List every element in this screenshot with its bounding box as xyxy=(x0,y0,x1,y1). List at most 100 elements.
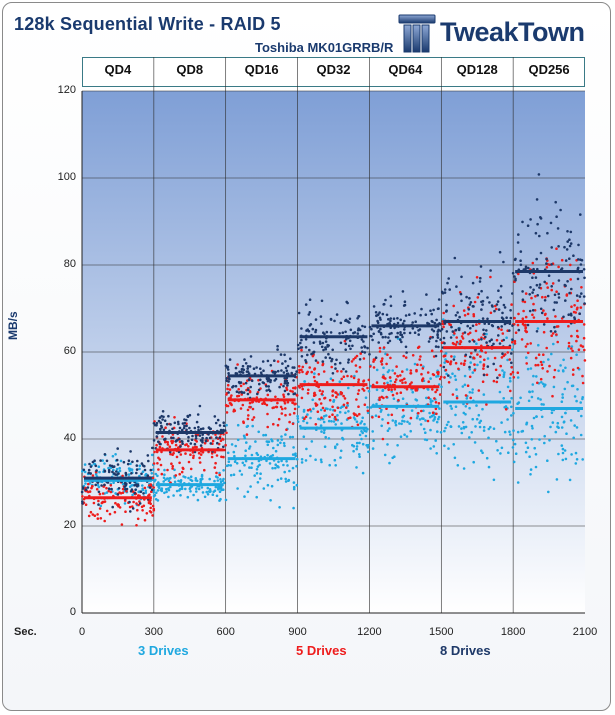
data-point xyxy=(482,363,486,366)
data-point xyxy=(569,278,572,281)
data-point xyxy=(284,407,287,410)
data-point xyxy=(550,352,553,356)
data-point xyxy=(442,325,445,329)
data-point xyxy=(150,453,154,457)
data-point xyxy=(285,460,288,463)
data-point xyxy=(181,422,185,425)
data-point xyxy=(292,392,296,396)
data-point xyxy=(466,384,470,388)
data-point xyxy=(576,335,580,339)
data-point xyxy=(314,359,318,362)
data-point xyxy=(396,321,400,325)
data-point xyxy=(264,433,268,437)
data-point xyxy=(371,447,375,450)
data-point xyxy=(476,363,479,367)
data-point xyxy=(171,464,174,468)
data-point xyxy=(242,391,246,394)
data-point xyxy=(239,384,243,388)
data-point xyxy=(485,341,488,344)
data-point xyxy=(510,414,513,417)
data-point xyxy=(165,490,168,494)
data-point xyxy=(509,316,513,320)
data-point xyxy=(576,266,580,270)
data-point xyxy=(226,368,230,371)
data-point xyxy=(468,406,471,410)
data-point xyxy=(402,304,406,307)
data-point xyxy=(162,428,166,432)
data-point xyxy=(398,422,401,425)
data-point xyxy=(367,450,370,454)
data-point xyxy=(403,331,406,335)
x-tick-label: 1800 xyxy=(500,626,526,638)
data-point xyxy=(184,487,187,491)
data-point xyxy=(333,458,337,462)
data-point xyxy=(553,293,557,297)
data-point xyxy=(195,479,199,483)
data-point xyxy=(214,421,218,425)
data-point xyxy=(574,451,578,455)
data-point xyxy=(150,488,154,492)
data-point xyxy=(553,368,557,372)
data-point xyxy=(543,434,546,438)
data-point xyxy=(361,416,365,420)
data-point xyxy=(582,268,586,271)
data-point xyxy=(356,332,360,335)
data-point xyxy=(545,282,548,285)
data-point xyxy=(479,355,482,358)
data-point xyxy=(525,330,529,334)
data-point xyxy=(366,411,370,415)
data-point xyxy=(217,488,220,491)
data-point xyxy=(103,470,107,473)
data-point xyxy=(553,301,557,304)
qd-label-qd4: QD4 xyxy=(104,62,132,77)
data-point xyxy=(566,230,569,233)
data-point xyxy=(346,401,349,405)
data-point xyxy=(156,489,160,492)
data-point xyxy=(285,428,288,432)
data-point xyxy=(282,371,286,374)
data-point xyxy=(137,490,140,494)
data-point xyxy=(513,275,516,278)
data-point xyxy=(297,365,301,368)
data-point xyxy=(450,407,454,410)
data-point xyxy=(248,365,252,368)
data-point xyxy=(246,392,250,396)
data-point xyxy=(89,472,92,475)
data-point xyxy=(195,445,198,449)
data-point xyxy=(248,405,251,409)
data-point xyxy=(434,407,438,411)
data-point xyxy=(431,411,435,415)
data-point xyxy=(121,474,124,478)
data-point xyxy=(289,357,292,361)
data-point xyxy=(542,353,545,357)
data-point xyxy=(300,338,303,342)
data-point xyxy=(157,456,160,460)
data-point xyxy=(508,376,512,380)
data-point xyxy=(328,356,332,360)
data-point xyxy=(432,419,435,422)
data-point xyxy=(311,327,315,331)
data-point xyxy=(516,323,520,327)
data-point xyxy=(213,479,216,483)
data-point xyxy=(304,338,308,341)
data-point xyxy=(545,346,548,350)
data-point xyxy=(386,443,389,446)
data-point xyxy=(355,447,359,451)
data-point xyxy=(511,340,514,344)
data-point xyxy=(81,502,84,505)
data-point xyxy=(564,457,568,461)
data-point xyxy=(534,295,537,298)
data-point xyxy=(212,490,215,494)
data-point xyxy=(162,480,165,483)
data-point xyxy=(185,443,188,446)
data-point xyxy=(148,501,151,504)
data-point xyxy=(552,385,556,389)
data-point xyxy=(350,360,354,363)
data-point xyxy=(146,474,150,477)
data-point xyxy=(258,477,262,480)
data-point xyxy=(229,464,233,467)
data-point xyxy=(279,441,282,445)
data-point xyxy=(531,261,535,265)
data-point xyxy=(358,433,362,437)
data-point xyxy=(510,352,513,355)
